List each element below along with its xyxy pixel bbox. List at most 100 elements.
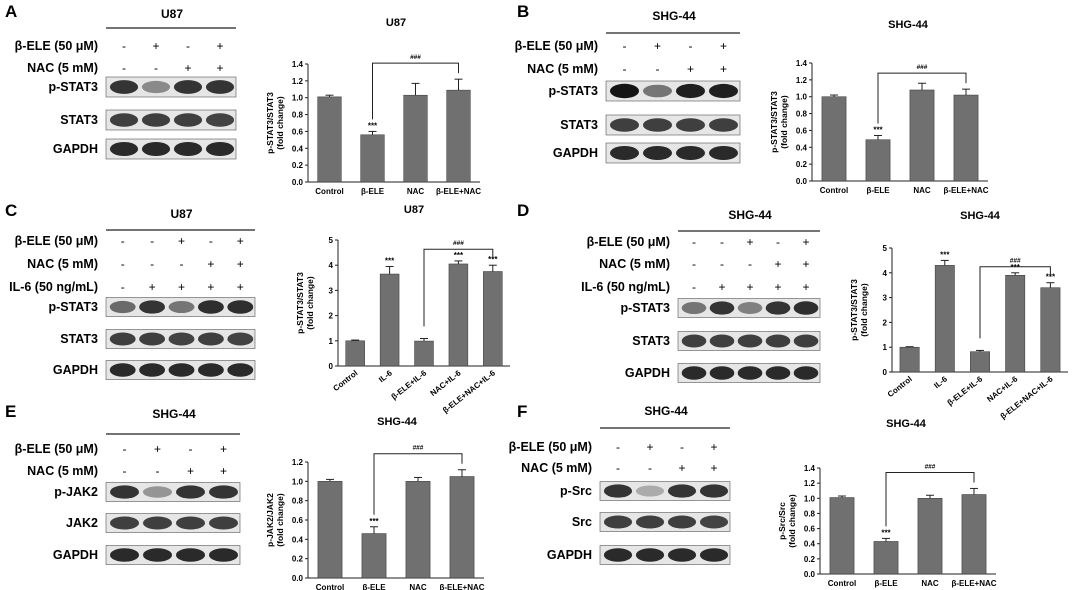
y-tick-label: 1.2 [292,77,304,86]
band-label: GAPDH [53,142,98,156]
x-tick-label: IL-6 [377,368,394,384]
x-tick-label: β-ELE+IL-6 [946,374,985,407]
bar-chart: U87 0.0 0.2 0.4 0.6 0.8 1.0 1.2 1.4 p-STAT3/STAT3… [265,17,481,196]
condition-sign: + [710,440,717,454]
band-label: p-JAK2 [54,485,98,499]
blot-strip [105,76,237,98]
condition-sign: + [802,257,809,271]
significance-marker: *** [488,255,498,264]
blot-band [635,515,665,529]
y-tick-label: 0 [883,368,888,377]
bracket-label: ### [925,463,936,470]
condition-label: β-ELE (50 μM) [15,234,98,248]
bar [317,96,342,183]
bracket-label: ### [917,64,928,71]
condition-sign: - [776,235,780,249]
y-tick-label: 2 [329,312,334,321]
y-tick-label: 0.8 [804,509,816,518]
x-tick-label: β-ELE+NAC [951,579,996,588]
significance-marker: *** [369,517,379,526]
condition-sign: + [710,461,717,475]
condition-label: β-ELE (50 μM) [509,440,592,454]
y-tick-label: 1.0 [804,494,816,503]
condition-sign: + [802,280,809,294]
condition-sign: + [220,442,227,456]
condition-sign: + [237,257,244,271]
y-tick-label: 1.2 [292,458,304,467]
x-tick-label: Control [331,368,359,393]
y-axis-label: (fold change) [305,276,315,330]
blot-band [142,516,173,530]
x-tick-label: Control [820,186,848,195]
bar [909,89,935,182]
significance-marker: *** [368,121,378,130]
condition-sign: - [122,39,126,53]
bar [865,139,891,182]
blot-strip [105,109,237,131]
condition-sign: - [150,234,154,248]
chart-title: U87 [404,204,424,216]
condition-label: NAC (5 mM) [527,62,598,76]
blot-band [141,80,171,94]
y-axis-label: p-STAT3/STAT3 [849,279,859,341]
condition-sign: + [237,234,244,248]
condition-sign: + [802,235,809,249]
blot-band [227,300,254,314]
condition-label: NAC (5 mM) [599,257,670,271]
band-label: GAPDH [53,363,98,377]
x-tick-label: β-ELE+IL-6 [390,368,429,401]
y-axis-label: (fold change) [275,493,285,547]
condition-sign: + [746,235,753,249]
y-axis-label: (fold change) [275,96,285,150]
condition-sign: - [121,257,125,271]
blot-band [208,548,239,562]
condition-sign: + [187,464,194,478]
blot-band [667,515,697,529]
blot-band [609,83,640,99]
bar [934,265,955,373]
condition-label: β-ELE (50 μM) [15,39,98,53]
y-tick-label: 4 [883,269,888,278]
panel-f: F SHG-44 β-ELE (50 μM) - + - + NAC (5 mM) - - + + p-… [509,402,997,588]
condition-sign: - [150,257,154,271]
y-tick-label: 0 [329,362,334,371]
band-label: p-Src [560,484,592,498]
blot-strip [105,482,241,502]
band-label: GAPDH [547,548,592,562]
band-label: STAT3 [632,334,670,348]
x-tick-label: β-ELE [361,187,385,196]
blot-band [609,146,640,160]
band-label: p-STAT3 [48,80,98,94]
panel-c: C U87 β-ELE (50 μM) - - + - + NAC (5 mM) - - - + + IL-… [5,201,510,415]
blot-strip [105,138,237,160]
blot-band [141,113,171,127]
x-tick-label: β-ELE [866,186,890,195]
bar [917,498,943,575]
blot-band [168,300,195,314]
blot-band [708,146,739,160]
bar-chart: SHG-44 0 1 2 3 4 5 p-STAT3/STAT3 (fold change) Co… [849,210,1068,421]
condition-label: β-ELE (50 μM) [515,39,598,53]
x-tick-label: β-ELE+NAC [439,583,484,590]
blot-band [709,334,735,348]
bar-chart: U87 0 1 2 3 4 5 p-STAT3/STAT3 (fold change) Contr… [295,204,510,415]
panel-letter: A [5,2,17,21]
blot-band [793,334,819,348]
condition-sign: + [178,234,185,248]
blot-band [708,83,739,99]
blot-band [175,548,206,562]
y-tick-label: 0.8 [796,110,808,119]
condition-sign: - [616,440,620,454]
western-blot: SHG-44 β-ELE (50 μM) - + - + NAC (5 mM) - - + + p-S… [509,404,731,565]
condition-label: β-ELE (50 μM) [587,235,670,249]
blot-band [642,84,673,98]
y-tick-label: 5 [883,244,888,253]
band-label: STAT3 [60,113,98,127]
bar [446,89,471,183]
bracket-label: ### [410,54,421,61]
blot-band [681,301,707,315]
blot-strip [605,114,741,136]
blot-band [737,366,763,380]
significance-marker: *** [1011,263,1021,272]
y-tick-label: 1 [883,343,888,352]
